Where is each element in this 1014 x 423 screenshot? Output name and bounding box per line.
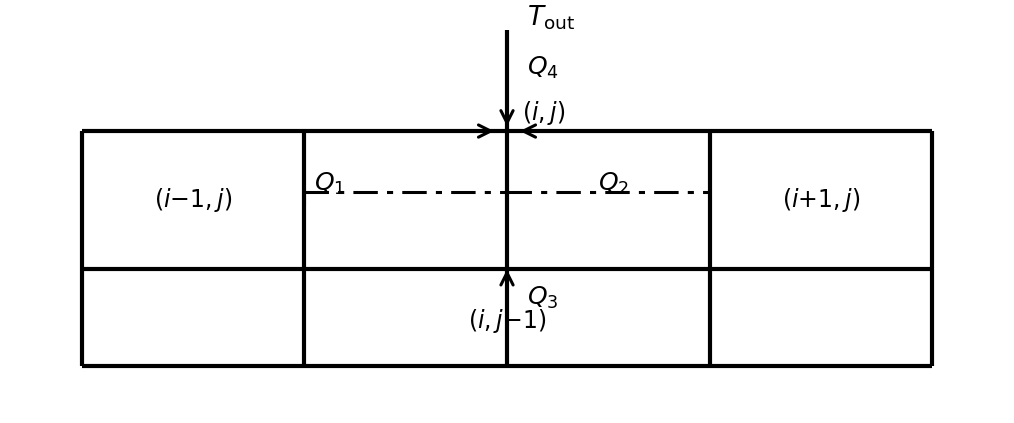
- Text: $Q_2$: $Q_2$: [598, 170, 630, 197]
- Text: $Q_1$: $Q_1$: [314, 170, 346, 197]
- Text: $(i,j{-}1)$: $(i,j{-}1)$: [467, 307, 547, 335]
- Text: $Q_3$: $Q_3$: [527, 285, 559, 311]
- Text: $(i{+}1,j)$: $(i{+}1,j)$: [782, 186, 860, 214]
- Text: $Q_4$: $Q_4$: [527, 55, 559, 82]
- Text: $(i,j)$: $(i,j)$: [522, 99, 566, 127]
- Text: $T_{\rm out}$: $T_{\rm out}$: [527, 3, 575, 32]
- Text: $(i{-}1,j)$: $(i{-}1,j)$: [154, 186, 232, 214]
